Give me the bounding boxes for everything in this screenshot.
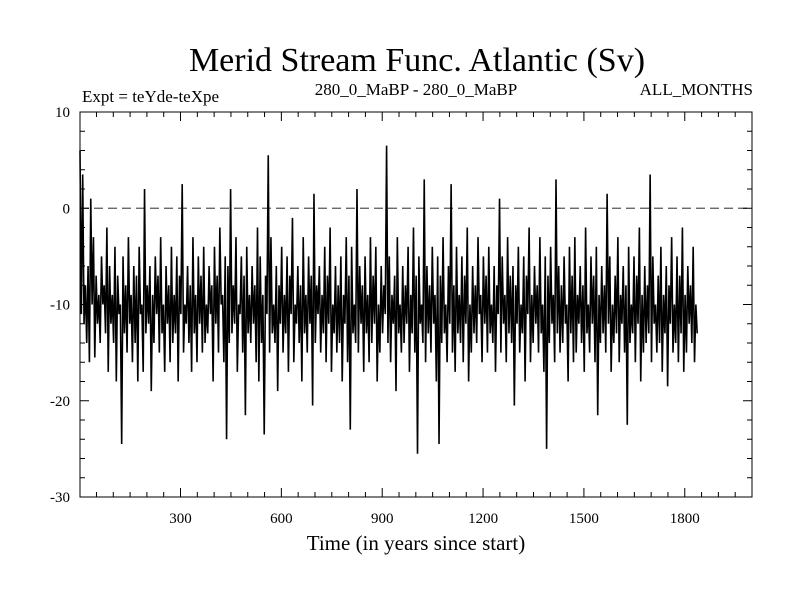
period-label: 280_0_MaBP - 280_0_MaBP bbox=[315, 80, 517, 99]
y-tick-label: -30 bbox=[50, 490, 70, 506]
series-line-0 bbox=[79, 145, 698, 454]
x-tick-label: 1800 bbox=[670, 511, 700, 527]
x-tick-label: 900 bbox=[371, 511, 394, 527]
plot-area bbox=[79, 145, 752, 454]
y-tick-label: 10 bbox=[55, 105, 70, 121]
x-axis-label: Time (in years since start) bbox=[307, 531, 526, 555]
x-tick-label: 600 bbox=[270, 511, 293, 527]
x-tick-label: 300 bbox=[169, 511, 192, 527]
months-label: ALL_MONTHS bbox=[640, 80, 753, 99]
x-tick-label: 1500 bbox=[569, 511, 599, 527]
axes: 300 600 900 1200 1500 1800 10 0 -10 -20 -30 bbox=[50, 105, 753, 527]
x-tick-label: 1200 bbox=[468, 511, 498, 527]
y-tick-label: -10 bbox=[50, 298, 70, 314]
y-tick-label: 0 bbox=[63, 201, 71, 217]
y-tick-label: -20 bbox=[50, 394, 70, 410]
experiment-label: Expt = teYde-teXpe bbox=[82, 87, 219, 106]
chart-title: Merid Stream Func. Atlantic (Sv) bbox=[189, 42, 645, 79]
